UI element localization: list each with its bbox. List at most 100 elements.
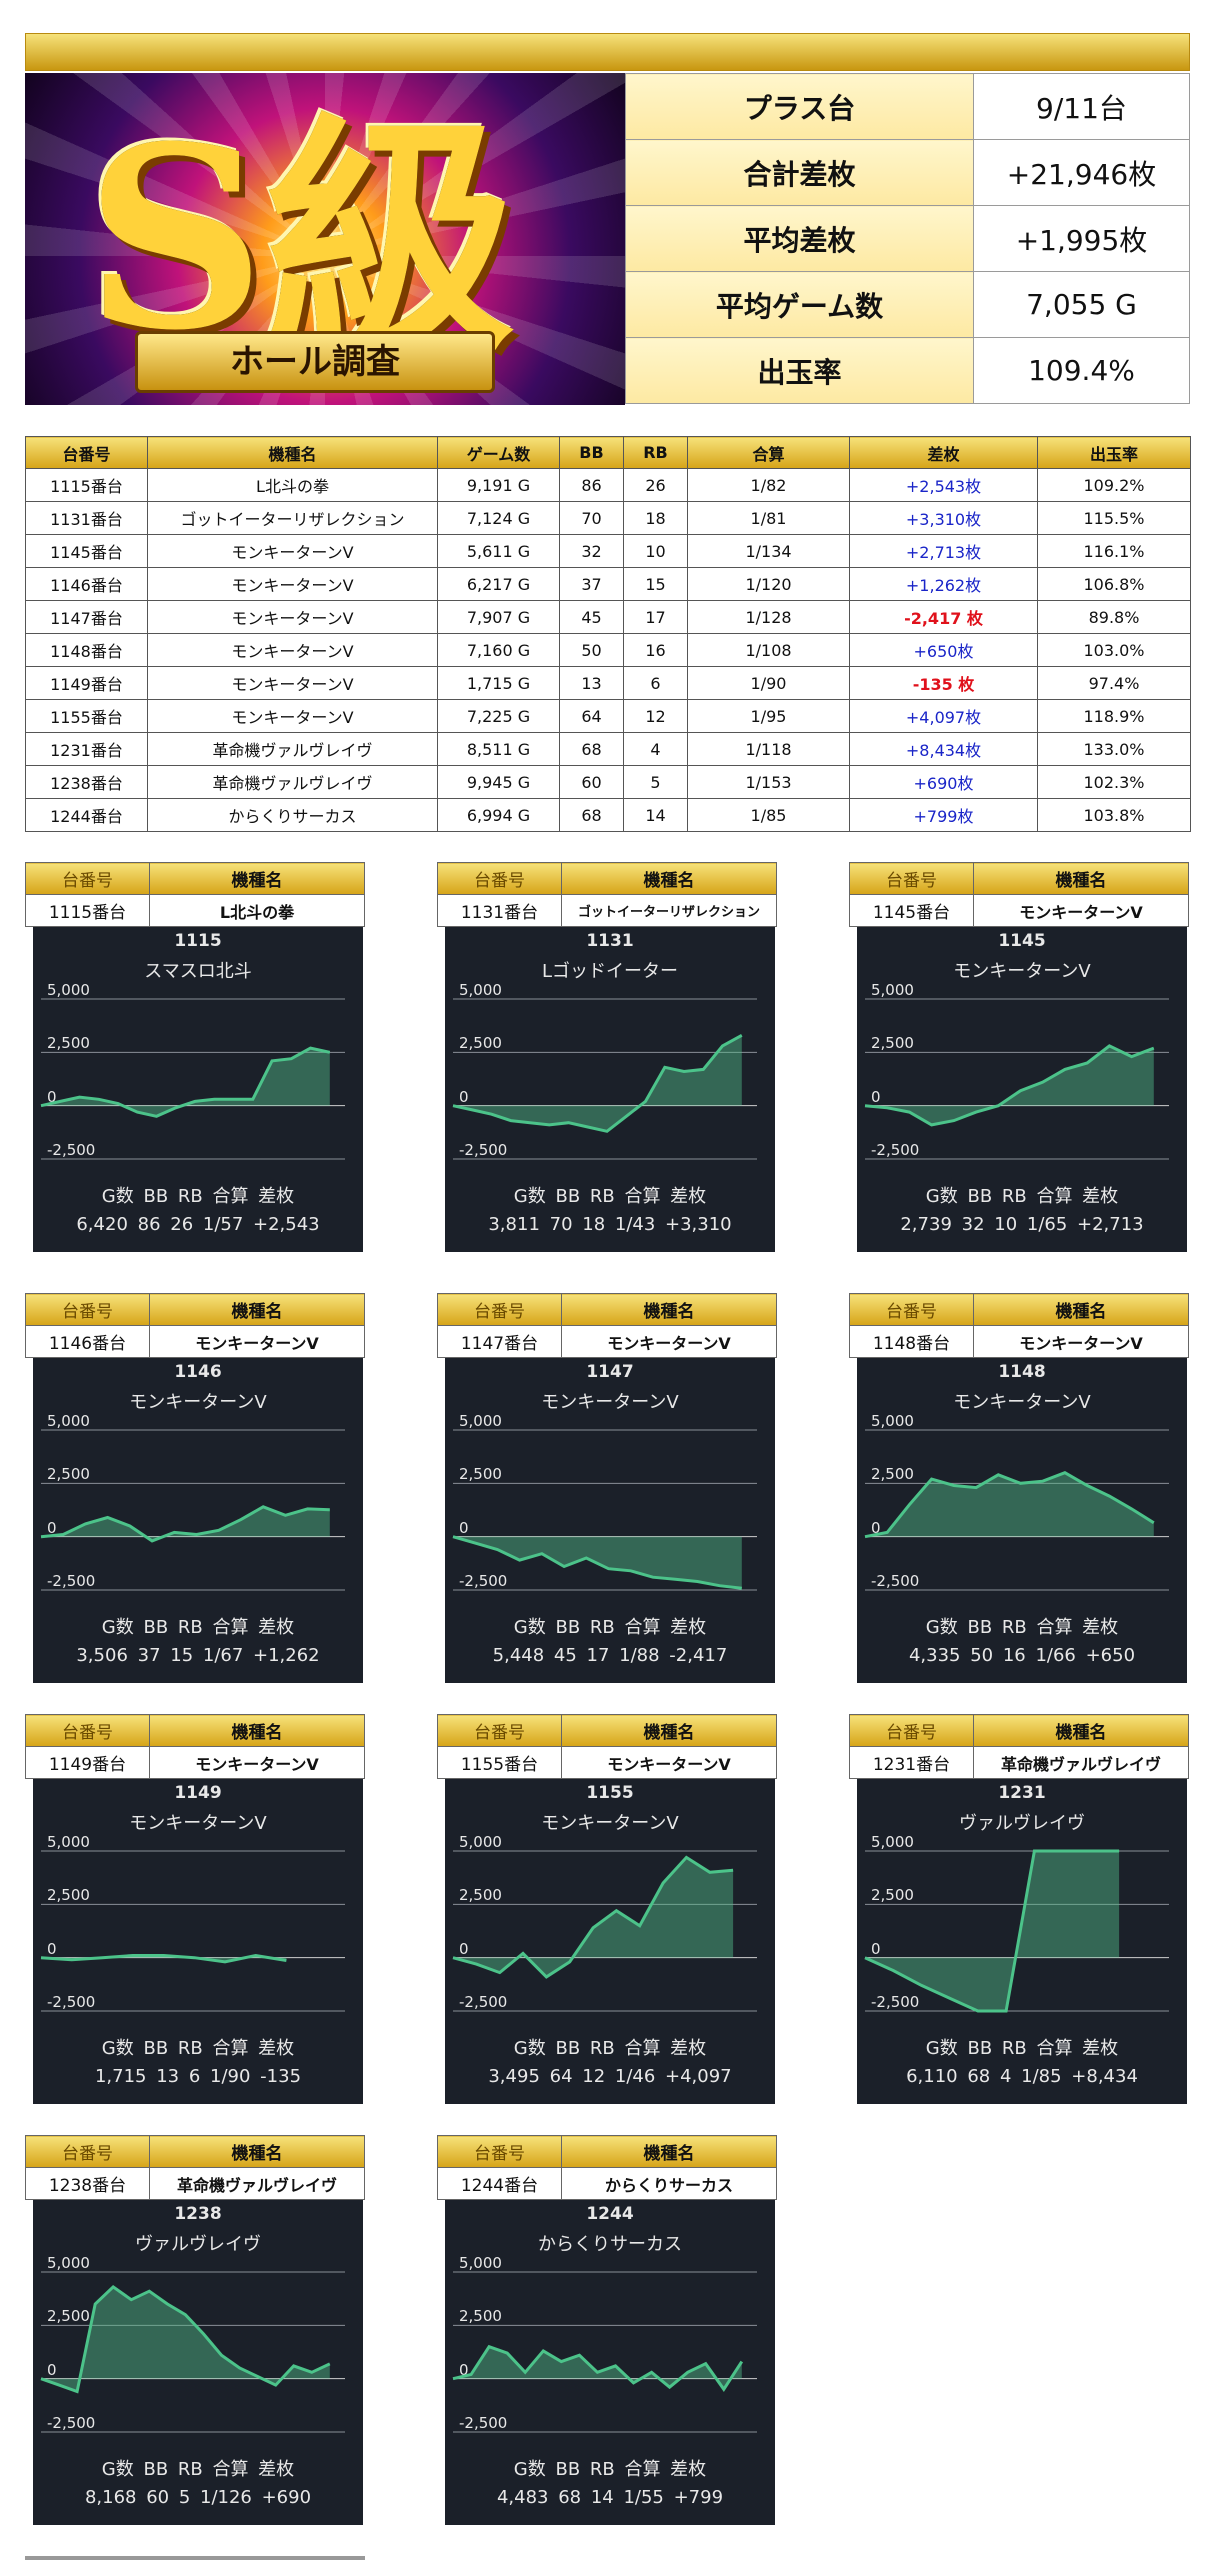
stats-values: 1,715 13 6 1/90 -135 <box>94 2066 302 2087</box>
banner-ribbon: ホール調査 <box>135 331 495 393</box>
chart-id: 1115 <box>174 931 222 951</box>
stats-header: G数 BB RB 合算 差枚 <box>925 2038 1119 2059</box>
table-cell: +2,713枚 <box>849 534 1038 568</box>
y-tick-label: 5,000 <box>47 2254 90 2272</box>
series-area <box>41 1506 330 1541</box>
y-tick-label: 0 <box>459 1939 469 1958</box>
table-cell: 13 <box>559 666 624 700</box>
y-tick-label: 0 <box>871 1087 881 1106</box>
table-cell: 106.8% <box>1037 567 1191 601</box>
machine-chart-card: 台番号 機種名 1146番台 モンキーターンV 1146 モンキーターンV G数… <box>25 1293 365 1683</box>
summary-value: +1,995枚 <box>973 205 1190 272</box>
table-cell: 17 <box>623 600 688 634</box>
profit-chart <box>452 1850 757 2012</box>
card-num-value: 1155番台 <box>437 1746 562 1779</box>
y-tick-label: 2,500 <box>47 1034 90 1053</box>
table-cell: 1/81 <box>687 501 850 535</box>
top-gold-bar <box>25 33 1190 71</box>
chart-id: 1131 <box>586 931 634 951</box>
series-line <box>452 1033 743 1133</box>
series-line <box>40 1046 331 1118</box>
table-cell: 10 <box>623 534 688 568</box>
card-model-value: 革命機ヴァルヴレイヴ <box>973 1746 1189 1779</box>
chart-title: モンキーターンV <box>953 1392 1091 1413</box>
machine-chart-card: 台番号 機種名 1115番台 L北斗の拳 1115 スマスロ北斗 G数 BB R… <box>25 862 365 1252</box>
profit-chart <box>40 998 345 1160</box>
table-cell: +799枚 <box>849 798 1038 832</box>
card-model-value: ゴットイーターリザレクション <box>561 894 777 927</box>
y-tick-label: 0 <box>47 1087 57 1106</box>
summary-value: 7,055 G <box>973 271 1190 338</box>
y-tick-label: -2,500 <box>459 1993 508 2011</box>
card-num-label: 台番号 <box>25 2135 150 2168</box>
stats-header: G数 BB RB 合算 差枚 <box>513 2459 707 2480</box>
table-row: 1148番台 モンキーターンV 7,160 G 50 16 1/108 +650枚 103.0… <box>25 633 1191 667</box>
table-row: 1145番台 モンキーターンV 5,611 G 32 10 1/134 +2,713枚 116… <box>25 534 1191 568</box>
table-cell: 1231番台 <box>25 732 148 766</box>
y-tick-label: 2,500 <box>871 1034 914 1053</box>
column-header: 出玉率 <box>1037 436 1191 469</box>
card-model-label: 機種名 <box>149 2135 365 2168</box>
y-tick-label: 0 <box>459 2360 469 2379</box>
card-model-label: 機種名 <box>149 1714 365 1747</box>
y-tick-label: 0 <box>47 1939 57 1958</box>
summary-value: +21,946枚 <box>973 139 1190 206</box>
summary-table: プラス台 9/11台 合計差枚 +21,946枚 平均差枚 +1,995枚 平均ゲーム… <box>625 73 1190 404</box>
summary-key: 合計差枚 <box>625 139 974 206</box>
stats-values: 5,448 45 17 1/88 -2,417 <box>492 1645 728 1666</box>
chart-id: 1149 <box>174 1783 222 1803</box>
stats-values: 8,168 60 5 1/126 +690 <box>84 2487 312 2508</box>
table-cell: モンキーターンV <box>147 666 438 700</box>
chart-panel: 1155 モンキーターンV G数 BB RB 合算 差枚 3,495 64 12… <box>445 1779 775 2104</box>
card-header-table: 台番号 機種名 1238番台 革命機ヴァルヴレイヴ <box>25 2135 365 2200</box>
table-row: 1147番台 モンキーターンV 7,907 G 45 17 1/128 -2,417 枚 89… <box>25 600 1191 634</box>
series-area <box>453 1857 734 1977</box>
table-row: 1115番台 L北斗の拳 9,191 G 86 26 1/82 +2,543枚 109.2% <box>25 468 1191 502</box>
chart-id: 1155 <box>586 1783 634 1803</box>
table-cell: 革命機ヴァルヴレイヴ <box>147 732 438 766</box>
table-cell: +2,543枚 <box>849 468 1038 502</box>
table-cell: 6 <box>623 666 688 700</box>
table-cell: 6,217 G <box>437 567 560 601</box>
card-num-label: 台番号 <box>25 1714 150 1747</box>
card-num-label: 台番号 <box>849 1714 974 1747</box>
card-model-value: モンキーターンV <box>973 894 1189 927</box>
table-cell: 1/128 <box>687 600 850 634</box>
table-cell: 103.0% <box>1037 633 1191 667</box>
profit-chart <box>864 998 1169 1160</box>
y-tick-label: -2,500 <box>459 2414 508 2432</box>
table-cell: 1147番台 <box>25 600 148 634</box>
chart-id: 1148 <box>998 1362 1046 1382</box>
chart-id: 1244 <box>586 2204 634 2224</box>
y-tick-label: 2,500 <box>871 1465 914 1484</box>
y-tick-label: 5,000 <box>871 1833 914 1851</box>
table-cell: 16 <box>623 633 688 667</box>
y-tick-label: -2,500 <box>47 2414 96 2432</box>
card-model-value: L北斗の拳 <box>149 894 365 927</box>
card-header-table: 台番号 機種名 1155番台 モンキーターンV <box>437 1714 777 1779</box>
summary-row: 平均差枚 +1,995枚 <box>625 205 1190 272</box>
stats-header: G数 BB RB 合算 差枚 <box>513 1186 707 1207</box>
card-model-label: 機種名 <box>561 2135 777 2168</box>
series-area <box>41 1048 330 1117</box>
table-cell: 1131番台 <box>25 501 148 535</box>
profit-chart <box>40 1850 345 2012</box>
card-model-label: 機種名 <box>973 1714 1189 1747</box>
table-cell: 68 <box>559 732 624 766</box>
table-cell: 133.0% <box>1037 732 1191 766</box>
chart-title: スマスロ北斗 <box>144 961 252 982</box>
table-cell: 68 <box>559 798 624 832</box>
machine-table: 台番号 機種名 ゲーム数 BB RB 合算 差枚 出玉率 1115番台 L北斗の拳 9,191 G… <box>25 436 1191 832</box>
card-num-value: 1131番台 <box>437 894 562 927</box>
series-line <box>40 1953 287 1964</box>
machine-chart-card: 台番号 機種名 1148番台 モンキーターンV 1148 モンキーターンV G数… <box>849 1293 1189 1683</box>
table-cell: 102.3% <box>1037 765 1191 799</box>
stats-values: 4,483 68 14 1/55 +799 <box>496 2487 724 2508</box>
chart-panel: 1148 モンキーターンV G数 BB RB 合算 差枚 4,335 50 16… <box>857 1358 1187 1683</box>
y-tick-label: 5,000 <box>871 1412 914 1430</box>
y-tick-label: 5,000 <box>459 1833 502 1851</box>
stats-header: G数 BB RB 合算 差枚 <box>101 1186 295 1207</box>
column-header: BB <box>559 436 624 469</box>
table-cell: 32 <box>559 534 624 568</box>
summary-row: 出玉率 109.4% <box>625 337 1190 404</box>
